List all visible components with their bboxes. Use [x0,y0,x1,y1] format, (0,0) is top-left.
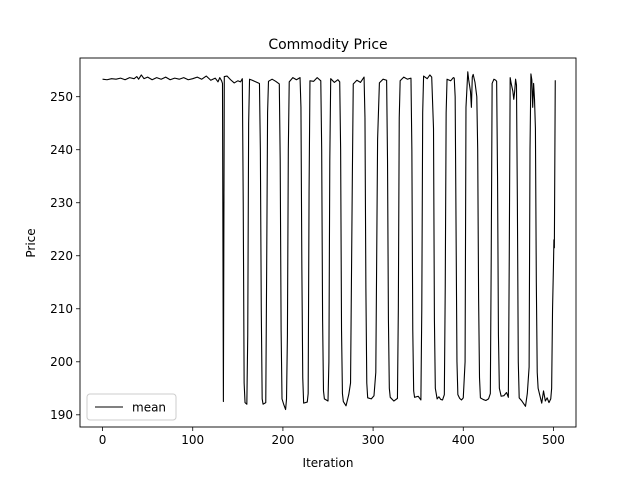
y-axis-label: Price [24,228,38,257]
x-tick-label-500: 500 [542,433,565,447]
plot-area [79,57,577,428]
series-line-mean [102,71,556,411]
y-tick-label-210: 210 [50,302,73,316]
axes-frame [79,57,577,428]
x-tick-label-300: 300 [362,433,385,447]
legend: mean [86,393,177,421]
y-tick-label-230: 230 [50,196,73,210]
x-axis-label: Iteration [303,456,354,470]
y-axis-ticks: 190 200 210 220 230 240 250 [50,90,80,422]
x-tick-label-100: 100 [181,433,204,447]
x-tick-label-200: 200 [271,433,294,447]
x-tick-label-400: 400 [452,433,475,447]
y-tick-label-200: 200 [50,355,73,369]
legend-frame [86,393,177,421]
x-tick-label-0: 0 [99,433,107,447]
y-tick-label-190: 190 [50,408,73,422]
y-tick-label-240: 240 [50,143,73,157]
y-tick-label-250: 250 [50,90,73,104]
y-tick-label-220: 220 [50,249,73,263]
legend-label-mean: mean [132,401,166,415]
x-axis-ticks: 0 100 200 300 400 500 [99,427,565,447]
series-layer [102,71,556,411]
chart-title: Commodity Price [268,37,387,53]
